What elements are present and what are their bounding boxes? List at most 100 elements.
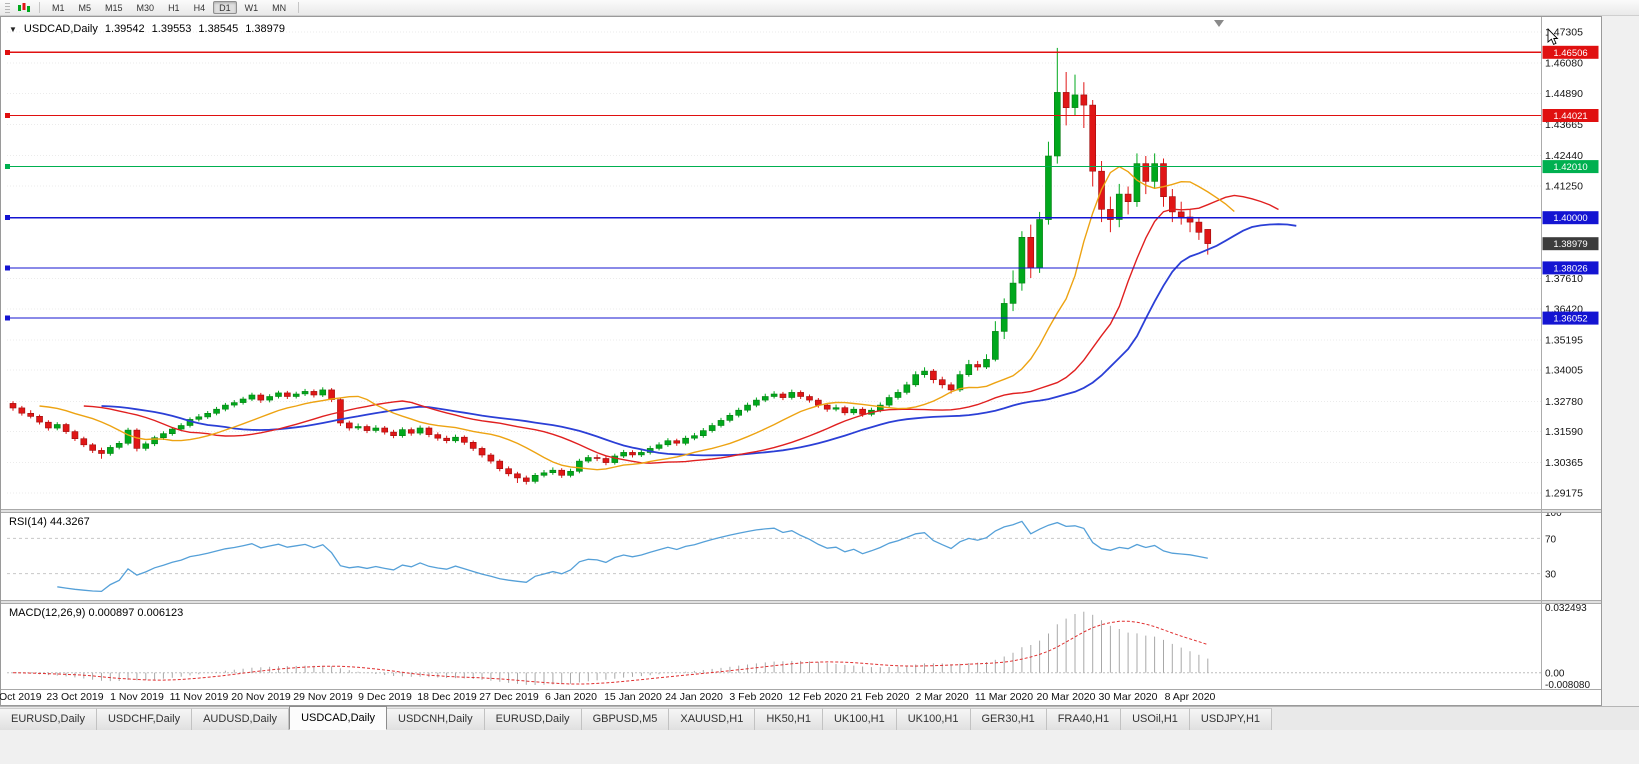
low-value: 1.38545 <box>198 23 239 35</box>
line-anchor-handle[interactable] <box>5 113 10 118</box>
timeframe-toolbar: M1 M5 M15 M30 H1 H4 D1 W1 MN <box>0 0 1639 16</box>
timeframe-button-m1[interactable]: M1 <box>52 3 65 13</box>
open-value: 1.39542 <box>104 23 145 35</box>
price-axis-label: 1.43665 <box>1545 119 1583 131</box>
date-axis-label: 24 Jan 2020 <box>665 691 723 703</box>
date-axis-label: 20 Mar 2020 <box>1036 691 1096 703</box>
timeframe-button-w1[interactable]: W1 <box>244 3 259 13</box>
price-axis-label: 1.46080 <box>1545 58 1583 70</box>
date-axis-label: 29 Nov 2019 <box>293 691 353 703</box>
date-axis-label: 9 Dec 2019 <box>358 691 412 703</box>
chart-tab-gbpusd-m5[interactable]: GBPUSD,M5 <box>581 708 670 730</box>
price-axis-label: 1.42440 <box>1545 150 1583 162</box>
date-axis-label: 21 Feb 2020 <box>850 691 910 703</box>
chart-tab-audusd-daily[interactable]: AUDUSD,Daily <box>192 708 290 730</box>
date-axis-label: 23 Oct 2019 <box>46 691 104 703</box>
price-axis-label: 1.29175 <box>1545 488 1583 500</box>
candlestick-chart-icon[interactable] <box>17 2 31 14</box>
mouse-cursor-icon <box>1547 29 1559 46</box>
date-axis-label: 12 Feb 2020 <box>788 691 848 703</box>
price-axis-label: 1.37610 <box>1545 273 1583 285</box>
horizontal-support-resistance-lines[interactable] <box>5 49 1541 321</box>
chart-tab-usdcnh-daily[interactable]: USDCNH,Daily <box>387 708 485 730</box>
line-anchor-handle[interactable] <box>5 49 10 55</box>
collapse-indicator-icon[interactable]: ▼ <box>9 24 17 34</box>
chart-tab-usoil-h1[interactable]: USOil,H1 <box>1121 708 1190 730</box>
rsi-axis-label: 70 <box>1545 534 1557 545</box>
macd-pane: 0.032493 0.00-0.008080 <box>7 603 1590 689</box>
toolbar-separator <box>298 2 300 13</box>
chart-tab-ger30-h1[interactable]: GER30,H1 <box>970 708 1047 730</box>
price-line-badge-text: 1.36052 <box>1553 314 1587 325</box>
date-axis-label: 15 Jan 2020 <box>604 691 662 703</box>
chart-tabs-bar: EURUSD,Daily USDCHF,Daily AUDUSD,Daily USDC… <box>0 706 1639 730</box>
date-axis-label: 14 Oct 2019 <box>0 691 42 703</box>
macd-axis-label: 0.032493 <box>1545 603 1587 614</box>
rsi-indicator-label: RSI(14) 44.3267 <box>9 516 90 528</box>
date-axis: 14 Oct 2019 23 Oct 2019 1 Nov 2019 11 Nov 2… <box>0 689 1601 705</box>
price-axis-label: 1.32780 <box>1545 396 1583 408</box>
price-axis-label: 1.34005 <box>1545 365 1583 377</box>
date-axis-label: 1 Nov 2019 <box>110 691 164 703</box>
alligator-jaw <box>101 223 1297 457</box>
timeframe-button-m30[interactable]: M30 <box>136 3 155 13</box>
price-line-badge <box>1542 109 1599 122</box>
date-axis-label: 11 Mar 2020 <box>974 691 1034 703</box>
line-anchor-handle[interactable] <box>5 215 10 221</box>
chart-tab-usdjpy-h1[interactable]: USDJPY,H1 <box>1189 708 1273 730</box>
price-line-badge-text: 1.46506 <box>1553 48 1587 59</box>
price-axis: 1.473051.460801.448901.436651.424401.412… <box>1 17 1601 689</box>
date-axis-label: 18 Dec 2019 <box>417 691 477 703</box>
alligator-lips <box>39 165 1235 471</box>
current-price-badge-text: 1.38979 <box>1553 239 1587 250</box>
price-line-badge <box>1542 311 1599 325</box>
date-axis-label: 30 Mar 2020 <box>1098 691 1158 703</box>
macd-axis-label: 0.00 <box>1545 669 1565 680</box>
price-line-badge <box>1542 211 1599 225</box>
chart-shift-marker-icon[interactable] <box>1214 20 1224 27</box>
chart-canvas[interactable]: 100 70 30 0.032493 0.00-0.0080801.473051.460… <box>1 17 1601 689</box>
macd-indicator-label: MACD(12,26,9) 0.000897 0.006123 <box>9 607 184 619</box>
price-line-badge-text: 1.38026 <box>1553 263 1587 274</box>
close-value: 1.38979 <box>245 23 285 35</box>
timeframe-button-m15[interactable]: M15 <box>105 3 123 13</box>
toolbar-grip-handle[interactable] <box>5 2 10 13</box>
timeframe-button-h1[interactable]: H1 <box>168 3 180 13</box>
price-line-badge-text: 1.40000 <box>1553 213 1587 224</box>
timeframe-button-mn[interactable]: MN <box>272 3 287 13</box>
price-line-badge <box>1542 45 1599 59</box>
price-axis-label: 1.31590 <box>1545 426 1583 438</box>
date-axis-label: 27 Dec 2019 <box>479 691 539 703</box>
chart-tab-uk100-h1[interactable]: UK100,H1 <box>822 708 897 730</box>
price-axis-label: 1.35195 <box>1545 334 1583 346</box>
price-axis-label: 1.41250 <box>1545 181 1583 193</box>
chart-tab-uk100-h1[interactable]: UK100,H1 <box>896 708 971 730</box>
chart-tab-usdcad-daily[interactable]: USDCAD,Daily <box>289 706 388 730</box>
macd-axis-label: -0.008080 <box>1545 680 1590 689</box>
chart-tab-fra40-h1[interactable]: FRA40,H1 <box>1046 708 1122 730</box>
status-bar <box>0 730 1639 764</box>
price-axis-label: 1.44890 <box>1545 88 1583 100</box>
line-anchor-handle[interactable] <box>5 315 10 321</box>
alligator-overlays <box>39 165 1297 471</box>
timeframe-button-d1[interactable]: D1 <box>213 1 237 14</box>
chart-window[interactable]: 100 70 30 0.032493 0.00 -0.008080 1.47305 1.460… <box>0 16 1602 706</box>
chart-tab-usdchf-daily[interactable]: USDCHF,Daily <box>96 708 193 730</box>
line-anchor-handle[interactable] <box>5 164 10 170</box>
rsi-pane: 100 70 30 <box>7 508 1562 593</box>
candlestick-series <box>9 47 1212 485</box>
chart-tab-hk50-h1[interactable]: HK50,H1 <box>755 708 823 730</box>
chart-tab-eurusd-daily[interactable]: EURUSD,Daily <box>484 708 582 730</box>
date-axis-label: 2 Mar 2020 <box>915 691 969 703</box>
timeframe-buttons: M1 M5 M15 M30 H1 H4 D1 W1 MN <box>45 1 293 14</box>
chart-tab-xauusd-h1[interactable]: XAUUSD,H1 <box>669 708 756 730</box>
current-price-badge <box>1542 237 1599 251</box>
chart-tab-eurusd-daily[interactable]: EURUSD,Daily <box>0 708 97 730</box>
date-axis-label: 6 Jan 2020 <box>545 691 597 703</box>
timeframe-button-h4[interactable]: H4 <box>193 3 206 13</box>
line-anchor-handle[interactable] <box>5 265 10 271</box>
price-line-badge <box>1542 160 1599 174</box>
rsi-axis-label: 30 <box>1545 570 1557 581</box>
grid-lines <box>7 31 1541 494</box>
timeframe-button-m5[interactable]: M5 <box>78 3 92 13</box>
